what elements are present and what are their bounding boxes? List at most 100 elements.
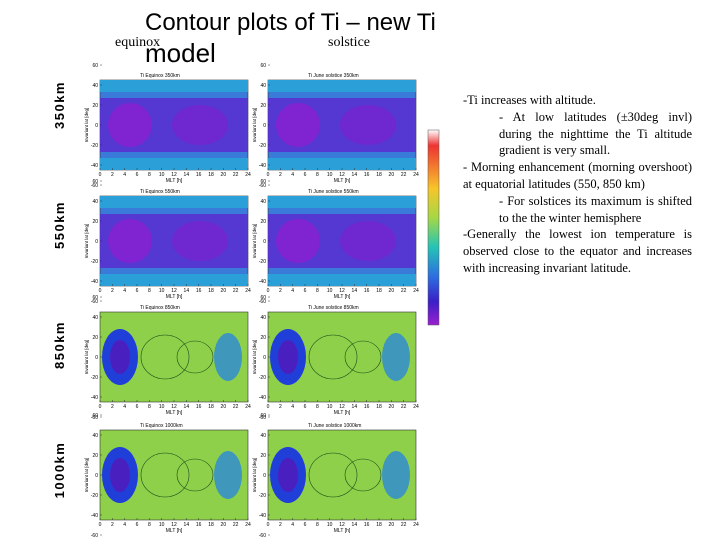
x-tick-label: 0 bbox=[99, 404, 102, 410]
panel-title: Ti June solstice 850km bbox=[308, 305, 359, 311]
contour bbox=[340, 221, 396, 261]
y-tick-label: 60 bbox=[260, 179, 266, 185]
y-tick-label: 60 bbox=[260, 413, 266, 419]
x-tick-label: 6 bbox=[136, 288, 139, 294]
x-tick-label: 2 bbox=[111, 522, 114, 528]
contour bbox=[176, 340, 214, 374]
x-tick-label: 4 bbox=[291, 404, 294, 410]
x-tick-label: 10 bbox=[327, 404, 333, 410]
note: - For solstices its maximum is shifted t… bbox=[499, 193, 692, 225]
x-tick-label: 14 bbox=[184, 172, 190, 178]
contour bbox=[340, 105, 396, 145]
x-tick-label: 8 bbox=[316, 404, 319, 410]
y-tick-label: -60 bbox=[259, 533, 266, 539]
x-tick-label: 12 bbox=[171, 404, 177, 410]
y-tick-label: -40 bbox=[91, 395, 98, 401]
x-tick-label: 16 bbox=[364, 404, 370, 410]
x-tick-label: 6 bbox=[136, 404, 139, 410]
x-tick-label: 0 bbox=[99, 522, 102, 528]
x-tick-label: 14 bbox=[352, 288, 358, 294]
x-tick-label: 4 bbox=[291, 288, 294, 294]
y-tick-label: -20 bbox=[91, 143, 98, 149]
y-tick-label: -60 bbox=[91, 299, 98, 305]
x-tick-label: 4 bbox=[291, 172, 294, 178]
contour bbox=[172, 221, 228, 261]
y-tick-label: 0 bbox=[95, 239, 98, 245]
x-tick-label: 8 bbox=[148, 404, 151, 410]
x-tick-label: 22 bbox=[233, 288, 239, 294]
contour-band bbox=[100, 196, 248, 208]
y-tick-label: 60 bbox=[92, 413, 98, 419]
x-tick-label: 6 bbox=[136, 172, 139, 178]
y-tick-label: -60 bbox=[259, 415, 266, 421]
x-tick-label: 22 bbox=[401, 172, 407, 178]
x-tick-label: 16 bbox=[364, 288, 370, 294]
x-tick-label: 2 bbox=[279, 288, 282, 294]
row-label: 350km bbox=[52, 81, 67, 129]
y-tick-label: 40 bbox=[260, 433, 266, 439]
x-tick-label: 22 bbox=[233, 404, 239, 410]
x-axis-label: MLT [h] bbox=[334, 410, 351, 416]
contour-band bbox=[100, 274, 248, 286]
y-tick-label: 40 bbox=[92, 199, 98, 205]
contour bbox=[382, 451, 410, 499]
y-tick-label: -60 bbox=[91, 415, 98, 421]
contour bbox=[110, 458, 130, 492]
x-tick-label: 2 bbox=[111, 172, 114, 178]
y-tick-label: 40 bbox=[92, 83, 98, 89]
y-tick-label: 0 bbox=[263, 473, 266, 479]
x-tick-label: 22 bbox=[401, 522, 407, 528]
y-axis-label: Invariant lat [deg] bbox=[252, 458, 257, 493]
x-tick-label: 16 bbox=[196, 404, 202, 410]
y-axis-label: Invariant lat [deg] bbox=[252, 340, 257, 375]
y-tick-label: 60 bbox=[92, 295, 98, 301]
x-tick-label: 0 bbox=[99, 288, 102, 294]
y-tick-label: 0 bbox=[263, 123, 266, 129]
x-axis-label: MLT [h] bbox=[166, 410, 183, 416]
y-tick-label: 40 bbox=[260, 315, 266, 321]
x-tick-label: 8 bbox=[316, 172, 319, 178]
y-tick-label: -20 bbox=[91, 375, 98, 381]
y-tick-label: -20 bbox=[259, 143, 266, 149]
x-tick-label: 14 bbox=[352, 172, 358, 178]
x-tick-label: 16 bbox=[196, 288, 202, 294]
x-tick-label: 18 bbox=[376, 404, 382, 410]
y-tick-label: 20 bbox=[92, 103, 98, 109]
x-tick-label: 4 bbox=[123, 288, 126, 294]
x-tick-label: 22 bbox=[233, 172, 239, 178]
panel-title: Ti Equinox 350km bbox=[140, 73, 180, 79]
x-tick-label: 8 bbox=[148, 172, 151, 178]
panel-title: Ti Equinox 850km bbox=[140, 305, 180, 311]
x-tick-label: 20 bbox=[389, 404, 395, 410]
x-tick-label: 10 bbox=[327, 172, 333, 178]
y-axis-label: Invariant lat [deg] bbox=[252, 108, 257, 143]
x-tick-label: 0 bbox=[99, 172, 102, 178]
x-tick-label: 2 bbox=[111, 288, 114, 294]
y-tick-label: -20 bbox=[91, 493, 98, 499]
contour bbox=[308, 452, 358, 498]
y-tick-label: 0 bbox=[95, 473, 98, 479]
contour-band bbox=[100, 158, 248, 170]
row-label: 850km bbox=[52, 321, 67, 369]
x-tick-label: 18 bbox=[208, 288, 214, 294]
panel-title: Ti Equinox 550km bbox=[140, 189, 180, 195]
x-tick-label: 24 bbox=[413, 522, 419, 528]
y-tick-label: 60 bbox=[260, 63, 266, 69]
x-axis-label: MLT [h] bbox=[166, 528, 183, 534]
y-tick-label: 20 bbox=[260, 453, 266, 459]
x-tick-label: 18 bbox=[208, 404, 214, 410]
x-tick-label: 14 bbox=[352, 522, 358, 528]
y-tick-label: -40 bbox=[259, 395, 266, 401]
notes: -Ti increases with altitude. - At low la… bbox=[463, 92, 692, 277]
x-tick-label: 4 bbox=[123, 172, 126, 178]
contour bbox=[172, 105, 228, 145]
title: Contour plots of Ti – new Ti bbox=[145, 9, 436, 36]
x-tick-label: 16 bbox=[196, 172, 202, 178]
y-tick-label: -60 bbox=[91, 183, 98, 189]
contour bbox=[344, 458, 382, 492]
contour bbox=[278, 458, 298, 492]
y-tick-label: 0 bbox=[263, 355, 266, 361]
x-tick-label: 2 bbox=[279, 404, 282, 410]
contour bbox=[382, 333, 410, 381]
